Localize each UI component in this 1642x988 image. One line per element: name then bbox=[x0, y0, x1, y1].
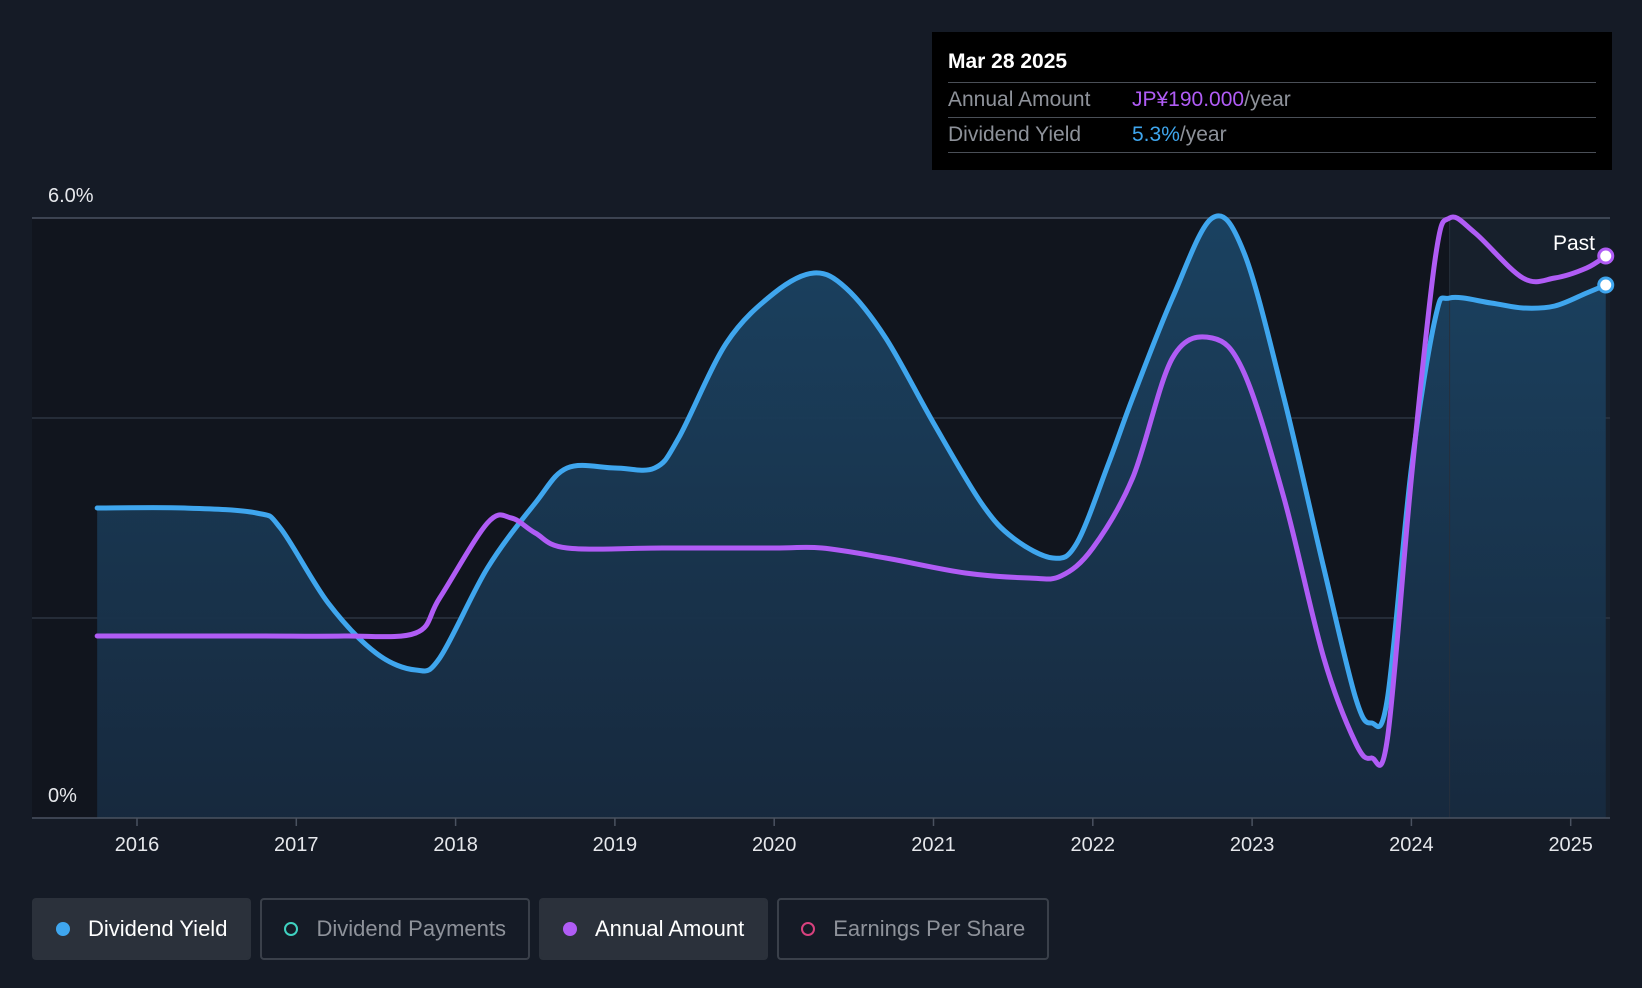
legend-label: Dividend Payments bbox=[316, 916, 506, 941]
x-tick-label: 2021 bbox=[911, 834, 956, 856]
filled-dot-icon bbox=[562, 922, 577, 936]
legend-dividend-yield-button[interactable]: Dividend Yield bbox=[32, 898, 252, 960]
tooltip-label: Annual Amount bbox=[948, 88, 1091, 111]
legend-label: Annual Amount bbox=[594, 916, 745, 941]
x-tick-label: 2023 bbox=[1230, 834, 1275, 856]
tooltip-unit: /year bbox=[1179, 123, 1227, 146]
legend-annual-amount-button[interactable]: Annual Amount bbox=[538, 898, 769, 960]
legend-label: Earnings Per Share bbox=[833, 916, 1026, 941]
x-tick-label: 2019 bbox=[593, 834, 638, 856]
x-tick-label: 2024 bbox=[1389, 834, 1434, 856]
tooltip-label: Dividend Yield bbox=[948, 123, 1082, 146]
tooltip-row-annual-amount: Annual Amount JP¥190.000/year bbox=[948, 83, 1596, 118]
y-axis-label-bottom: 0% bbox=[48, 785, 77, 807]
tooltip-date: Mar 28 2025 bbox=[948, 32, 1596, 83]
x-tick-label: 2020 bbox=[752, 834, 797, 856]
x-tick-label: 2016 bbox=[115, 834, 160, 856]
legend-earnings-per-share-button[interactable]: Earnings Per Share bbox=[777, 898, 1050, 960]
dividend-yield-end-marker bbox=[1597, 276, 1615, 294]
legend: Dividend Yield Dividend Payments Annual … bbox=[32, 898, 1050, 960]
tooltip-unit: /year bbox=[1244, 88, 1291, 111]
x-tick-label: 2017 bbox=[274, 834, 319, 856]
hollow-dot-icon bbox=[801, 922, 816, 936]
x-tick-label: 2018 bbox=[433, 834, 478, 856]
annual-amount-line bbox=[94, 214, 1609, 768]
tooltip-row-dividend-yield: Dividend Yield 5.3%/year bbox=[948, 118, 1596, 153]
annual-amount-end-marker bbox=[1597, 247, 1615, 265]
x-tick-label: 2025 bbox=[1548, 834, 1593, 856]
legend-dividend-payments-button[interactable]: Dividend Payments bbox=[260, 898, 530, 960]
dividend-chart: 2016 2017 2018 2019 2020 2021 2022 2023 2024 2025… bbox=[32, 185, 1615, 856]
x-axis-ticks: 2016 2017 2018 2019 2020 2021 2022 2023 2024 2025 bbox=[115, 818, 1593, 856]
past-label: Past bbox=[1553, 232, 1595, 255]
y-axis-label-top: 6.0% bbox=[48, 185, 94, 207]
legend-label: Dividend Yield bbox=[88, 916, 228, 941]
tooltip: Mar 28 2025 Annual Amount JP¥190.000/year… bbox=[932, 32, 1612, 170]
filled-dot-icon bbox=[56, 922, 70, 936]
x-tick-label: 2022 bbox=[1071, 834, 1116, 856]
hollow-dot-icon bbox=[284, 922, 299, 936]
tooltip-value: 5.3% bbox=[1132, 123, 1180, 146]
dividend-yield-area bbox=[97, 215, 1606, 819]
tooltip-value: JP¥190.000 bbox=[1132, 88, 1245, 111]
